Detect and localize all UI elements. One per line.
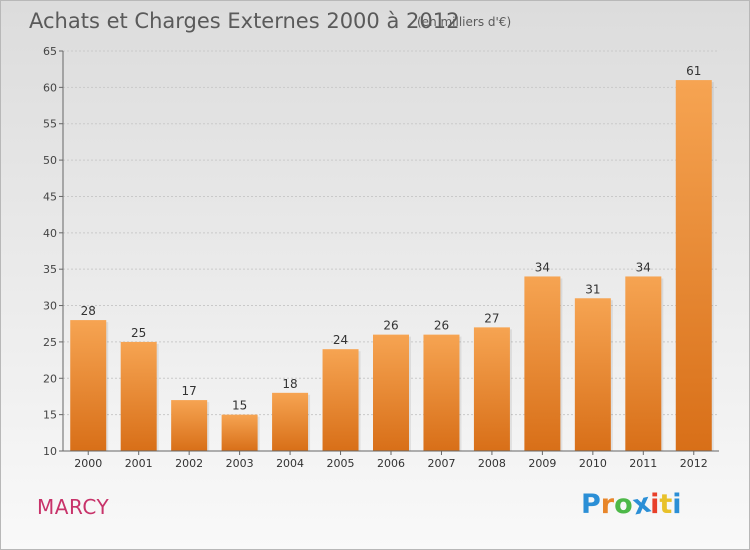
- y-tick-label: 15: [43, 409, 57, 422]
- y-tick-label: 20: [43, 372, 57, 385]
- bar-value-label: 24: [333, 333, 348, 347]
- x-tick-label: 2004: [276, 457, 304, 470]
- bar: [574, 298, 611, 451]
- bar: [625, 276, 662, 451]
- y-tick-label: 40: [43, 227, 57, 240]
- x-tick-label: 2011: [629, 457, 657, 470]
- y-tick-label: 55: [43, 118, 57, 131]
- y-tick-label: 50: [43, 154, 57, 167]
- x-tick-label: 2010: [579, 457, 607, 470]
- bar: [423, 334, 460, 451]
- x-tick-label: 2007: [427, 457, 455, 470]
- x-tick-label: 2008: [478, 457, 506, 470]
- x-tick-label: 2002: [175, 457, 203, 470]
- labels: 10 15 20 25 30 35 40 45 50 55 60 65 28 2000 25 2001 17 20…: [43, 45, 708, 470]
- bar: [272, 392, 309, 451]
- bar-value-label: 15: [232, 399, 247, 413]
- bar: [473, 327, 510, 451]
- x-tick-label: 2003: [226, 457, 254, 470]
- x-tick-label: 2006: [377, 457, 405, 470]
- logo-letter: o: [614, 489, 633, 520]
- bar-value-label: 34: [535, 260, 550, 274]
- bar: [171, 400, 208, 451]
- logo-letter: i: [672, 489, 682, 520]
- place-name: MARCY: [37, 495, 110, 519]
- y-tick-label: 45: [43, 190, 57, 203]
- x-tick-label: 2000: [74, 457, 102, 470]
- bars: [70, 80, 714, 451]
- x-tick-label: 2012: [680, 457, 708, 470]
- bar-value-label: 26: [383, 319, 398, 333]
- bar-value-label: 17: [182, 384, 197, 398]
- bar-value-label: 27: [484, 311, 499, 325]
- bar-value-label: 34: [636, 260, 651, 274]
- x-tick-label: 2009: [528, 457, 556, 470]
- bar: [524, 276, 561, 451]
- chart-subtitle: (en milliers d'€): [417, 15, 512, 29]
- logo-letter: t: [659, 489, 673, 520]
- x-tick-label: 2001: [125, 457, 153, 470]
- proxiti-logo: Proxiti: [581, 488, 682, 522]
- bar-value-label: 26: [434, 319, 449, 333]
- axes: [59, 50, 719, 455]
- bar: [322, 349, 359, 451]
- x-tick-label: 2005: [327, 457, 355, 470]
- bar: [373, 334, 409, 451]
- bar-value-label: 25: [131, 326, 146, 340]
- y-tick-label: 60: [43, 81, 57, 94]
- logo-letter: i: [650, 489, 660, 520]
- y-tick-label: 65: [43, 45, 57, 58]
- bar: [221, 414, 258, 451]
- bar: [70, 320, 107, 451]
- bar-value-label: 18: [282, 377, 297, 391]
- bar: [675, 80, 712, 451]
- y-tick-label: 25: [43, 336, 57, 349]
- y-tick-label: 10: [43, 445, 57, 458]
- bar-value-label: 31: [585, 282, 600, 296]
- chart-title: Achats et Charges Externes 2000 à 2012: [29, 9, 460, 33]
- y-tick-label: 35: [43, 263, 57, 276]
- bar-value-label: 61: [686, 64, 701, 78]
- logo-letter: P: [581, 489, 601, 520]
- logo-letter: r: [600, 489, 615, 520]
- y-tick-label: 30: [43, 300, 57, 313]
- bar-value-label: 28: [81, 304, 96, 318]
- bar: [120, 341, 157, 451]
